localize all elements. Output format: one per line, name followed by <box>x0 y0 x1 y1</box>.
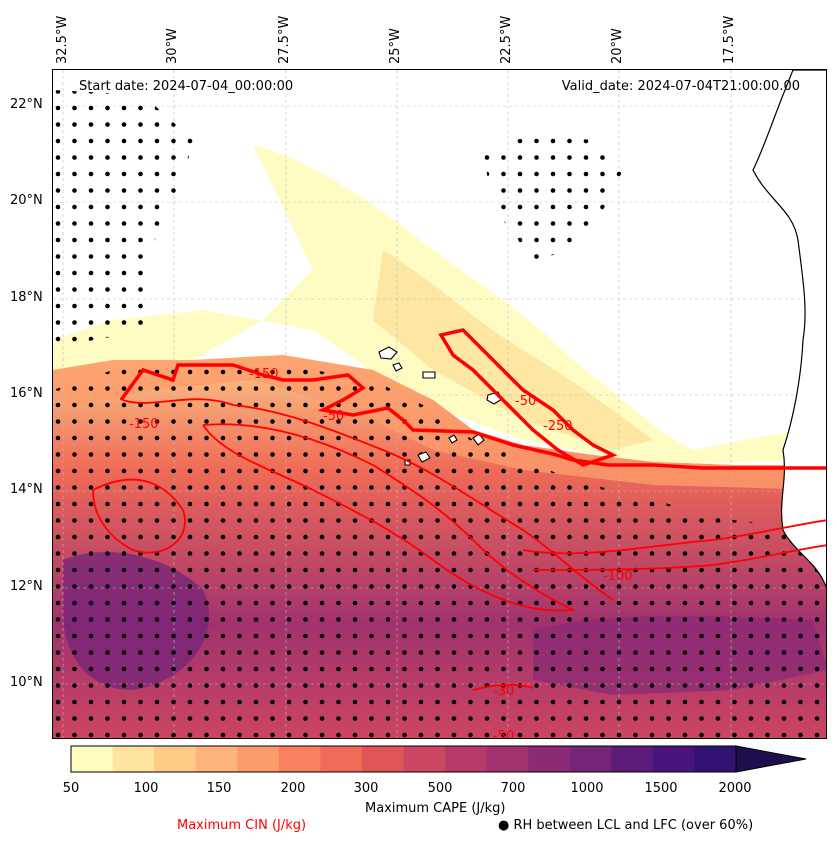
colorbar-segment <box>320 746 363 772</box>
rh-stipple-south <box>53 365 826 738</box>
colorbar-segment <box>486 746 529 772</box>
colorbar-segment <box>528 746 571 772</box>
cb-tick-100: 100 <box>133 781 159 796</box>
lon-label-30w: 30°W <box>165 28 180 64</box>
cb-tick-500: 500 <box>427 781 453 796</box>
cape-plume-mid <box>373 250 653 450</box>
colorbar-segment <box>361 746 404 772</box>
map-panel: -150 -150 -50 -50 -250 -100 -30 -50 Star… <box>52 69 827 739</box>
cin-label-6: -100 <box>603 569 633 584</box>
cin-contour-150 <box>122 398 614 601</box>
cb-tick-150: 150 <box>206 781 232 796</box>
cin-label-2: -150 <box>129 417 159 432</box>
rh-stipple-northwest <box>53 90 193 350</box>
rh-marker-icon: ● <box>498 818 510 833</box>
colorbar-segment <box>278 746 321 772</box>
colorbar-segment <box>611 746 654 772</box>
colorbar-segment <box>694 746 737 772</box>
rh-stipple-north-center <box>483 135 623 260</box>
cape-verde-islands <box>378 346 503 466</box>
colorbar-segment <box>154 746 197 772</box>
cin-label-3: -50 <box>323 409 344 424</box>
cin-contour-thick-main <box>119 363 826 470</box>
cin-label-5: -250 <box>543 419 573 434</box>
cb-tick-50: 50 <box>62 781 80 796</box>
cin-contours <box>92 328 826 691</box>
cin-label-7: -30 <box>493 684 514 699</box>
lat-label-14n: 14°N <box>10 482 43 497</box>
start-date-annotation: Start date: 2024-07-04_00:00:00 <box>79 79 294 94</box>
map-canvas: -150 -150 -50 -50 -250 -100 -30 -50 <box>53 70 826 739</box>
lat-label-18n: 18°N <box>10 290 43 305</box>
cb-tick-200: 200 <box>280 781 306 796</box>
cin-contour-50-c <box>532 544 826 571</box>
lat-label-16n: 16°N <box>10 386 43 401</box>
lon-label-25w: 25°W <box>388 28 403 64</box>
colorbar-segment <box>652 746 695 772</box>
lat-label-10n: 10°N <box>10 675 43 690</box>
lon-label-22-5w: 22.5°W <box>499 15 514 64</box>
rh-legend-label: RH between LCL and LFC (over 60%) <box>513 818 754 833</box>
valid-date-annotation: Valid_date: 2024-07-04T21:00:00.00 <box>561 79 800 94</box>
cb-tick-300: 300 <box>353 781 379 796</box>
colorbar <box>70 745 807 773</box>
cin-label-8: -50 <box>493 729 514 739</box>
cin-legend-label: Maximum CIN (J/kg) <box>177 818 307 833</box>
lat-label-22n: 22°N <box>10 97 43 112</box>
lon-label-32-5w: 32.5°W <box>55 15 70 64</box>
colorbar-segment <box>403 746 446 772</box>
cb-tick-2000: 2000 <box>718 781 752 796</box>
cb-tick-1000: 1000 <box>570 781 604 796</box>
lat-label-12n: 12°N <box>10 579 43 594</box>
cin-contour-thick-island <box>438 328 618 467</box>
colorbar-outline <box>70 745 737 773</box>
colorbar-segment <box>445 746 488 772</box>
cb-tick-1500: 1500 <box>644 781 678 796</box>
cin-label-4: -50 <box>515 394 536 409</box>
lon-label-17-5w: 17.5°W <box>722 15 737 64</box>
lon-label-20w: 20°W <box>610 28 625 64</box>
colorbar-segment <box>237 746 280 772</box>
lon-label-27-5w: 27.5°W <box>277 15 292 64</box>
africa-coastline <box>752 70 826 588</box>
cin-contour-50-b <box>202 423 577 612</box>
colorbar-segment <box>195 746 238 772</box>
lat-label-20n: 20°N <box>10 193 43 208</box>
colorbar-segment <box>569 746 612 772</box>
cin-label-1: -150 <box>249 367 279 382</box>
cin-contour-30 <box>472 683 534 691</box>
cin-contour-50-a <box>92 478 186 554</box>
rh-legend: ● RH between LCL and LFC (over 60%) <box>498 818 753 833</box>
colorbar-title: Maximum CAPE (J/kg) <box>365 801 506 816</box>
colorbar-segment <box>71 746 114 772</box>
colorbar-segment <box>112 746 155 772</box>
cin-contour-100 <box>522 519 826 555</box>
colorbar-extend-arrow <box>735 745 807 773</box>
cb-tick-700: 700 <box>500 781 526 796</box>
